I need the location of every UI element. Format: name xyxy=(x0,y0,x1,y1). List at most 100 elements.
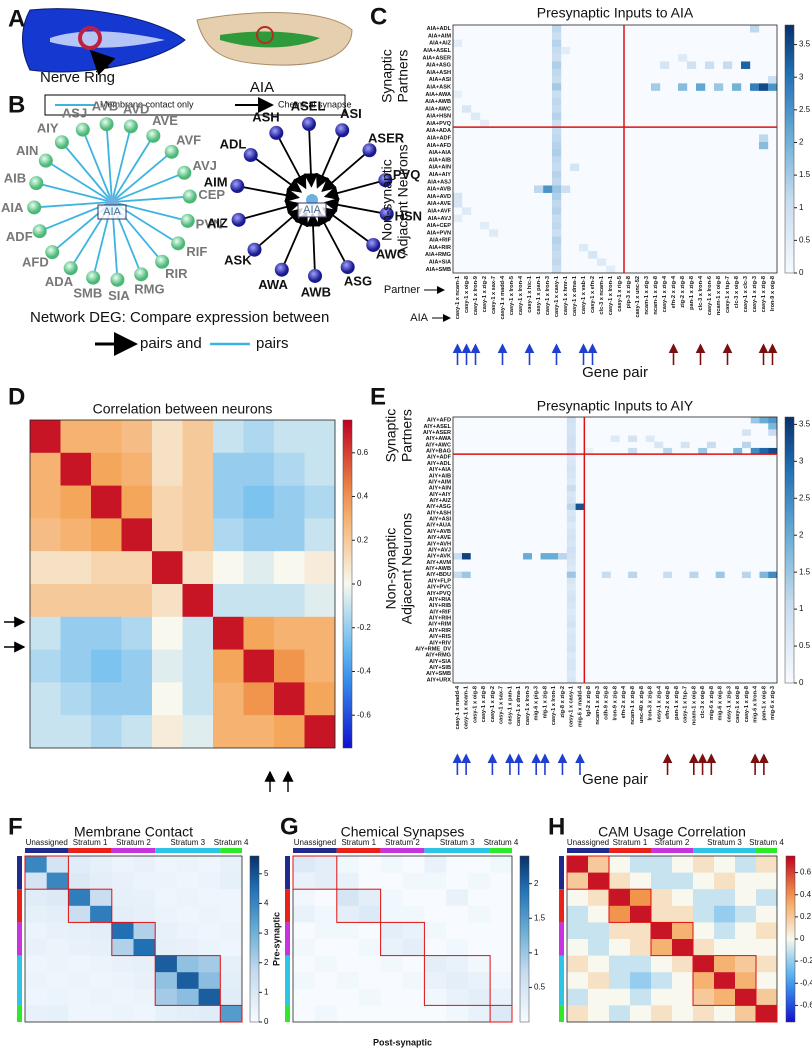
heatmap-cell xyxy=(561,185,571,193)
heatmap-cell xyxy=(402,922,425,940)
heatmap-cell xyxy=(111,872,134,890)
heatmap-cell xyxy=(90,889,112,906)
heatmap-cell xyxy=(651,972,673,989)
heatmap-cell xyxy=(759,447,769,455)
heatmap-cell xyxy=(566,540,576,548)
heatmap-cell xyxy=(567,856,589,873)
heatmap-cell xyxy=(176,939,199,956)
row-label: AIY+RIM xyxy=(428,622,451,628)
row-label: AIY+AVM xyxy=(426,560,451,566)
heatmap-cell xyxy=(741,61,751,69)
heatmap-cell xyxy=(336,1005,359,1023)
heatmap-cell xyxy=(756,872,778,890)
heatmap-cell xyxy=(25,872,47,890)
heatmap-cell xyxy=(567,872,589,890)
heatmap-cell xyxy=(588,872,610,890)
heatmap-cell xyxy=(549,553,559,560)
heatmap-cell xyxy=(121,420,153,453)
heatmap-cell xyxy=(198,922,221,940)
neuron-label: AIN xyxy=(16,143,38,158)
heatmap-cell xyxy=(461,571,471,579)
column-label: casy-1 x tsp-7 xyxy=(683,686,689,723)
row-label: AIA+AIA xyxy=(428,150,451,156)
column-label: unc-40 x zig-8 xyxy=(639,686,645,723)
heatmap-cell xyxy=(111,955,134,973)
heatmap-cell xyxy=(566,429,576,436)
chart-title: Chemical Synapses xyxy=(341,824,465,840)
column-label: casy-1 x clc-3 xyxy=(743,276,749,312)
neuron-node xyxy=(231,212,246,227)
heatmap-cell xyxy=(651,905,673,923)
group-bar xyxy=(17,889,22,923)
heatmap-cell xyxy=(693,955,715,973)
heatmap-cell xyxy=(609,972,631,989)
heatmap-cell xyxy=(468,905,491,923)
neuron-node xyxy=(54,135,69,150)
heatmap-cell xyxy=(768,429,778,436)
heatmap-cell xyxy=(651,922,673,940)
row-label: AIA+ASI xyxy=(429,77,452,83)
heatmap-cell xyxy=(91,420,122,453)
group-label: Stratum 2 xyxy=(655,838,690,847)
heatmap-cell xyxy=(566,423,576,430)
heatmap-cell xyxy=(552,68,562,77)
row-label: AIA+SMB xyxy=(426,267,451,273)
heatmap-cell xyxy=(213,715,244,749)
heatmap-cell xyxy=(552,192,562,201)
group-box xyxy=(423,955,491,1006)
colorbar-tick-label: 0 xyxy=(357,579,362,588)
heatmap-cell xyxy=(30,485,61,519)
colorbar-tick-label: 2 xyxy=(534,879,539,888)
heatmap-cell xyxy=(678,54,688,62)
heatmap-cell xyxy=(756,955,778,973)
heatmap-cell xyxy=(133,939,156,956)
heatmap-cell xyxy=(198,988,221,1006)
heatmap-cell xyxy=(490,955,513,973)
column-label: mig-6 x pig-3 xyxy=(534,686,540,721)
center-label: AIA xyxy=(303,204,321,216)
heatmap-cell xyxy=(380,939,403,956)
panel-letter: A xyxy=(8,5,25,32)
column-label: zig-8 x zig-2 xyxy=(560,686,566,718)
row-label: AIA+ADL xyxy=(427,26,452,32)
heatmap-cell xyxy=(552,105,562,113)
column-label: clc-3 x oig-8 xyxy=(734,276,740,308)
heatmap-cell xyxy=(133,972,156,989)
row-label: AIY+AVK xyxy=(427,554,451,560)
heatmap-cell xyxy=(213,649,244,683)
neuron-label: ASER xyxy=(368,131,405,146)
heatmap-cell xyxy=(243,584,275,617)
column-label: lgl-2 x zig-8 xyxy=(586,686,592,716)
heatmap-cell xyxy=(90,922,112,940)
panel-letter: E xyxy=(370,383,386,410)
group-bar xyxy=(424,848,491,853)
row-group-label: Partners xyxy=(399,409,415,462)
heatmap-cell xyxy=(490,988,513,1006)
column-label: casy-1 x zig-8 xyxy=(761,276,767,312)
heatmap-cell xyxy=(756,889,778,906)
heatmap-cell xyxy=(336,905,359,923)
heatmap-cell xyxy=(566,633,576,640)
heatmap-cell xyxy=(274,649,305,683)
row-label: AIA+PVQ xyxy=(426,121,451,127)
heatmap-cell xyxy=(630,1005,652,1023)
heatmap-cell xyxy=(566,435,576,442)
heatmap-cell xyxy=(672,972,694,989)
chart-title: Presynaptic Inputs to AIY xyxy=(537,398,694,414)
row-group-label: Synaptic xyxy=(379,49,395,103)
heatmap-cell xyxy=(121,452,153,486)
heatmap-cell xyxy=(424,955,447,973)
heatmap-cell xyxy=(68,972,91,989)
heatmap-cell xyxy=(471,112,481,121)
column-label: casy-1 x hic-1 xyxy=(527,276,533,313)
synapse-arrow xyxy=(323,197,387,215)
heatmap-cell xyxy=(182,452,214,486)
panel-letter: C xyxy=(370,3,387,30)
heatmap-cell xyxy=(735,905,757,923)
heatmap-cell xyxy=(25,955,47,973)
heatmap-cell xyxy=(424,856,447,873)
heatmap-cell xyxy=(68,988,91,1006)
heatmap-cell xyxy=(630,988,652,1006)
heatmap-cell xyxy=(358,972,381,989)
heatmap-cell xyxy=(213,682,244,716)
